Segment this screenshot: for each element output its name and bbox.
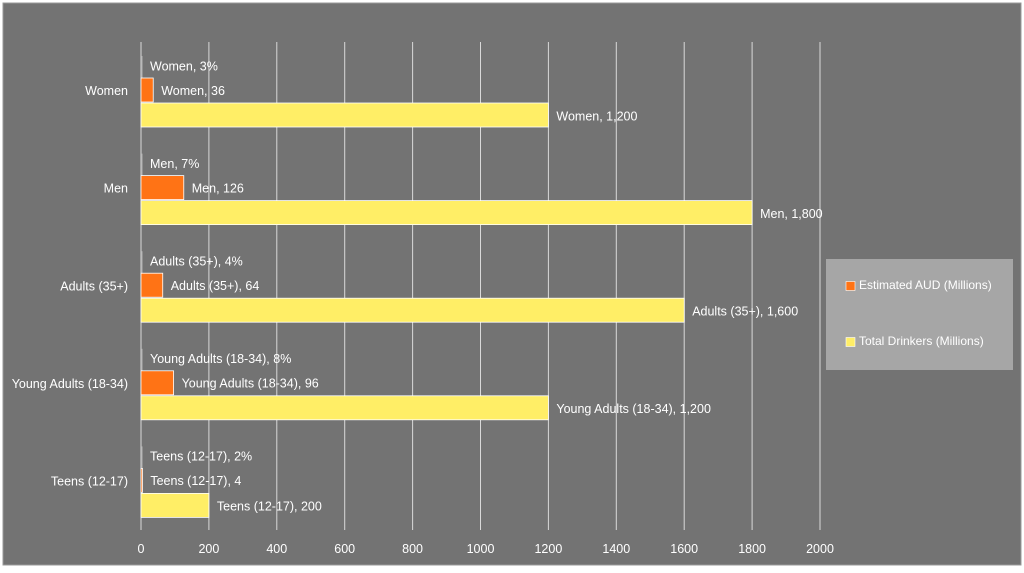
bar-estimated-aud [140,370,174,396]
bar-total-drinkers [140,102,549,128]
x-tick-label: 600 [334,542,355,556]
bar-estimated-aud [140,467,143,493]
legend-swatch [845,337,856,347]
data-label: Women, 1,200 [556,109,637,123]
legend-box [826,259,1013,370]
legend: Estimated AUD (Millions) Total Drinkers (… [826,259,1013,370]
x-tick-label: 2000 [806,542,834,556]
data-label: Men, 126 [192,181,244,195]
data-label: Women, 3% [150,59,218,73]
data-label: Adults (35+), 4% [150,254,243,268]
category-label: Young Adults (18-34) [12,377,128,391]
x-tick-label: 800 [402,542,423,556]
data-label: Adults (35+), 1,600 [692,304,798,318]
bar-percent [141,56,143,78]
data-label: Men, 1,800 [760,207,823,221]
x-tick-label: 1800 [738,542,766,556]
bar-estimated-aud [140,77,154,103]
data-label: Young Adults (18-34), 8% [150,352,291,366]
bar-percent [141,446,143,469]
bar-total-drinkers [140,492,210,518]
bar-total-drinkers [140,297,685,323]
x-tick-label: 1600 [670,542,698,556]
data-label: Teens (12-17), 200 [217,500,322,514]
x-tick-label: 200 [198,542,219,556]
x-tick-label: 1200 [534,542,562,556]
category-axis: Women Men Adults (35+) Young Adults (18-34)… [12,84,128,488]
bar-total-drinkers [140,395,549,421]
legend-swatch [845,281,856,291]
category-label: Adults (35+) [60,279,128,293]
bar-estimated-aud [140,175,185,201]
category-label: Women [85,84,128,98]
legend-label: Total Drinkers (Millions) [859,334,984,348]
data-label: Adults (35+), 64 [171,279,260,293]
category-label: Men [104,182,128,196]
x-tick-label: 1000 [467,542,495,556]
data-label: Women, 36 [161,84,225,98]
x-tick-label: 1400 [602,542,630,556]
bar-estimated-aud [140,272,164,298]
data-labels: Women, 3% Women, 36 Women, 1,200 Men, 7% Men… [150,59,823,513]
legend-label: Estimated AUD (Millions) [859,278,992,292]
data-label: Men, 7% [150,157,199,171]
data-label: Young Adults (18-34), 96 [182,377,319,391]
bar-percent [141,348,143,371]
value-axis: 0 200 400 600 800 1000 1200 1400 1600 1800 2000 [138,542,834,556]
data-label: Teens (12-17), 2% [150,450,252,464]
bar-total-drinkers [140,200,753,226]
category-label: Teens (12-17) [51,474,128,488]
bar-percent [141,251,143,274]
bars [140,56,753,518]
bar-percent [141,153,143,176]
x-tick-label: 0 [138,542,145,556]
data-label: Young Adults (18-34), 1,200 [556,402,711,416]
x-tick-label: 400 [266,542,287,556]
data-label: Teens (12-17), 4 [150,474,241,488]
